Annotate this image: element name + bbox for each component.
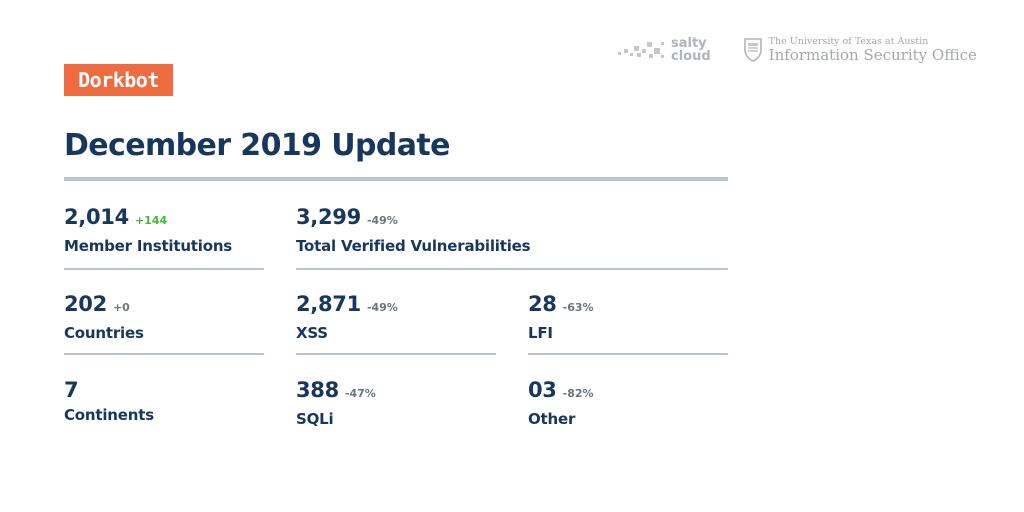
stat-delta: +144 [134, 214, 168, 227]
divider [296, 268, 728, 270]
saltycloud-wordmark: salty cloud [671, 37, 711, 63]
stat-value: 2,871 [296, 292, 361, 316]
stat-value: 388 [296, 378, 339, 402]
page-title: December 2019 Update [64, 128, 450, 163]
stat-value: 7 [64, 378, 79, 402]
stat-label: LFI [528, 324, 553, 342]
stat-continents: 7 Continents [64, 378, 154, 424]
saltycloud-line2: cloud [671, 49, 711, 64]
ut-iso-logo: The University of Texas at Austin Inform… [743, 36, 977, 64]
stat-value: 202 [64, 292, 107, 316]
ut-shield-icon [743, 38, 762, 62]
stat-delta: -82% [562, 387, 594, 400]
divider [296, 353, 496, 355]
stat-delta: +0 [112, 301, 130, 314]
stat-value: 03 [528, 378, 557, 402]
divider [528, 353, 728, 355]
stat-xss: 2,871 -49% XSS [296, 292, 398, 342]
title-divider [64, 177, 728, 181]
stat-total-vulnerabilities: 3,299 -49% Total Verified Vulnerabilities [296, 205, 531, 255]
ut-office-name: Information Security Office [768, 46, 977, 64]
stat-label: SQLi [296, 410, 334, 428]
stat-lfi: 28 -63% LFI [528, 292, 594, 342]
saltycloud-line1: salty [671, 36, 707, 51]
saltycloud-logo: salty cloud [616, 37, 711, 63]
stat-label: XSS [296, 324, 328, 342]
stat-delta: -49% [366, 214, 398, 227]
stat-value: 2,014 [64, 205, 129, 229]
stat-delta: -63% [562, 301, 594, 314]
stat-value: 28 [528, 292, 557, 316]
divider [64, 268, 264, 270]
stat-label: Other [528, 410, 576, 428]
stat-label: Countries [64, 324, 144, 342]
dorkbot-badge: Dorkbot [64, 64, 173, 96]
stat-sqli: 388 -47% SQLi [296, 378, 376, 428]
stat-countries: 202 +0 Countries [64, 292, 144, 342]
stat-value: 3,299 [296, 205, 361, 229]
stat-delta: -47% [344, 387, 376, 400]
stat-label: Member Institutions [64, 237, 233, 255]
stat-other: 03 -82% Other [528, 378, 594, 428]
saltycloud-pixel-icon [618, 42, 664, 58]
stat-member-institutions: 2,014 +144 Member Institutions [64, 205, 232, 255]
stat-label: Continents [64, 406, 154, 424]
partner-logos: salty cloud The University of Texas at A… [616, 36, 977, 64]
ut-university-name: The University of Texas at Austin [768, 36, 929, 47]
divider [64, 353, 264, 355]
stat-label: Total Verified Vulnerabilities [296, 237, 531, 255]
ut-wordmark: The University of Texas at Austin Inform… [769, 36, 977, 64]
stat-delta: -49% [366, 301, 398, 314]
